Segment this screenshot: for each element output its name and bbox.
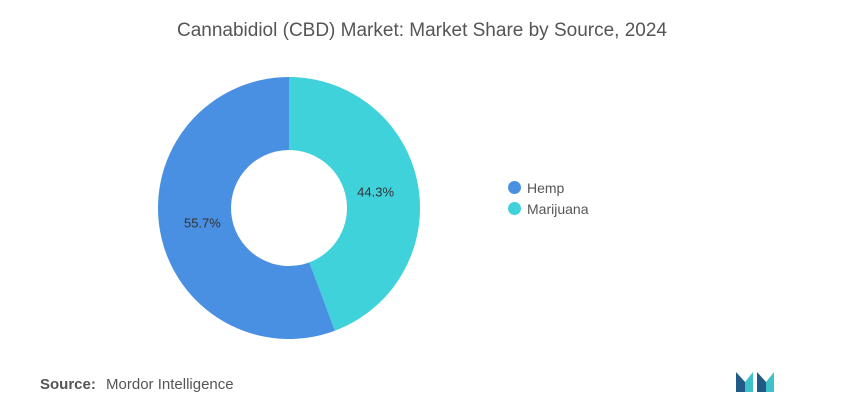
legend-swatch-marijuana — [508, 202, 521, 215]
chart-legend: Hemp Marijuana — [508, 177, 588, 219]
mordor-intelligence-logo-icon — [736, 372, 774, 392]
legend-label-hemp: Hemp — [527, 179, 565, 196]
slice-marijuana[interactable] — [289, 77, 421, 331]
legend-item-marijuana[interactable]: Marijuana — [508, 198, 588, 219]
slice-hemp[interactable] — [158, 77, 335, 339]
legend-swatch-hemp — [508, 181, 521, 194]
chart-title: Cannabidiol (CBD) Market: Market Share b… — [176, 20, 667, 41]
slice-label-hemp: 55.7% — [184, 216, 221, 231]
source-label: Source: — [40, 376, 96, 393]
legend-item-hemp[interactable]: Hemp — [508, 177, 588, 198]
source-line: Source: Mordor Intelligence — [40, 376, 234, 393]
source-text: Mordor Intelligence — [106, 376, 234, 393]
legend-label-marijuana: Marijuana — [527, 200, 589, 217]
slice-label-marijuana: 44.3% — [357, 184, 394, 199]
